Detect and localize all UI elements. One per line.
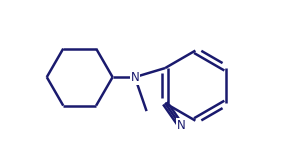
Text: N: N (130, 71, 139, 84)
Text: N: N (177, 119, 185, 132)
